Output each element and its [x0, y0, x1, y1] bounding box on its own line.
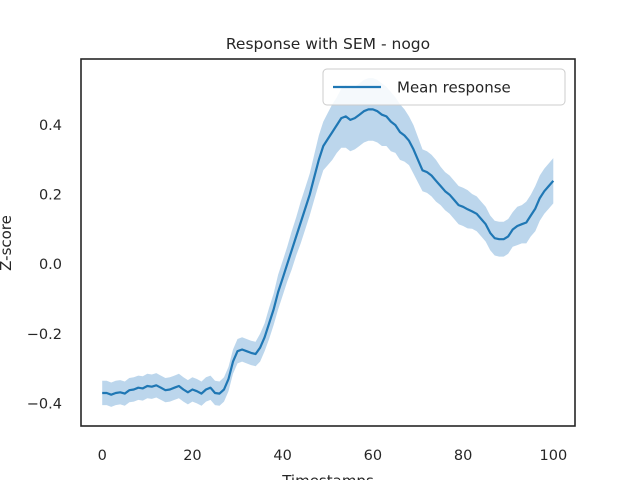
y-tick-label: −0.2	[27, 327, 62, 343]
y-tick-label: 0.2	[39, 188, 62, 204]
legend-box	[322, 68, 566, 106]
x-tick-label: 0	[98, 448, 107, 464]
legend-label: Mean response	[397, 79, 511, 97]
x-tick-label: 20	[183, 448, 201, 464]
y-tick-label: 0.4	[39, 118, 62, 134]
plot-area	[102, 78, 555, 407]
x-tick-label: 80	[454, 448, 472, 464]
sem-band	[102, 78, 554, 407]
x-axis-label: Timestamps	[281, 472, 374, 480]
y-axis-label: Z-score	[0, 215, 15, 271]
x-tick-label: 100	[540, 448, 568, 464]
x-tick-label: 40	[273, 448, 291, 464]
chart-title: Response with SEM - nogo	[226, 35, 430, 53]
plot-frame	[80, 58, 576, 427]
legend: Mean response	[322, 68, 566, 106]
x-tick-label: 60	[364, 448, 382, 464]
y-axis: −0.4 −0.2 0.0 0.2 0.4	[27, 118, 62, 412]
y-tick-label: −0.4	[27, 396, 62, 412]
series-line-mean-response	[102, 108, 555, 396]
y-tick-label: 0.0	[39, 257, 62, 273]
x-axis: 0 20 40 60 80 100	[98, 448, 568, 464]
